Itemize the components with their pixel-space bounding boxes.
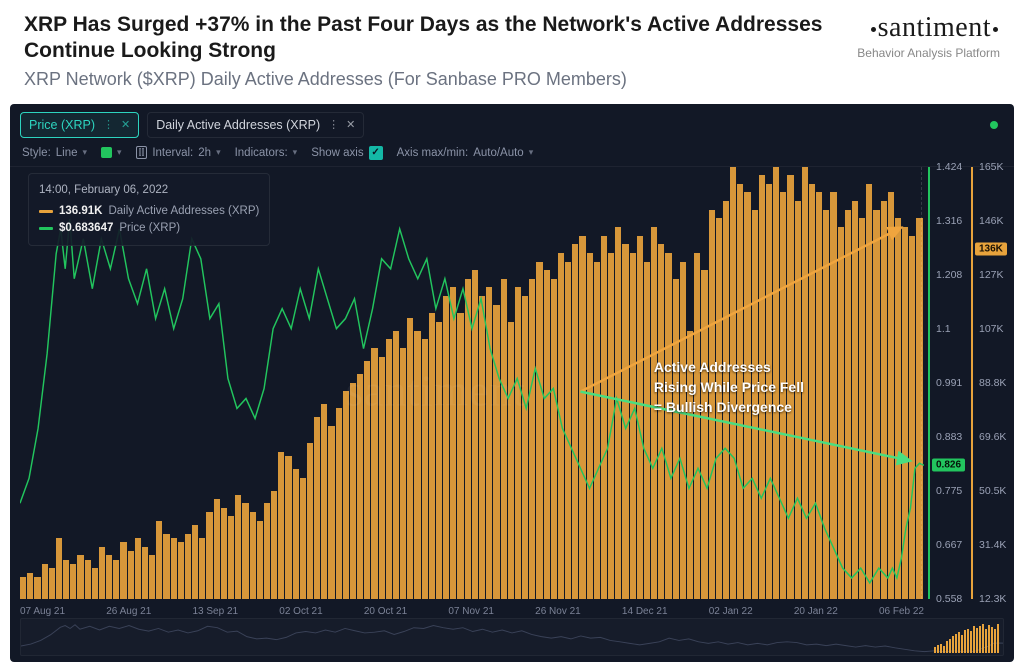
tooltip-price-label: Price (XRP) [119, 220, 180, 237]
y-axis-right: 1.4241.3161.2081.10.9910.8830.7750.6670.… [928, 167, 1014, 599]
daa-axis: 165K146K127K107K88.8K69.6K50.5K31.4K12.3… [971, 167, 1014, 599]
chart-annotation: Active Addresses Rising While Price Fell… [654, 357, 804, 418]
indicators-dropdown[interactable]: Indicators: ▾ [235, 147, 298, 159]
x-tick: 14 Dec 21 [622, 606, 668, 617]
chevron-down-icon: ▾ [117, 147, 122, 158]
chart-toolbar: Style: Line ▾ ▾ ⫿⫿ Interval: 2h ▾ Indica… [10, 142, 1014, 167]
x-tick: 07 Aug 21 [20, 606, 65, 617]
tooltip-date: 14:00, February 06, 2022 [39, 182, 259, 199]
x-tick: 26 Nov 21 [535, 606, 581, 617]
x-tick: 02 Oct 21 [279, 606, 322, 617]
checkbox-checked-icon: ✓ [369, 146, 383, 160]
close-icon[interactable]: ✕ [121, 118, 130, 131]
cursor-line [921, 167, 922, 599]
axis-minmax-dropdown[interactable]: Axis max/min: Auto/Auto ▾ [397, 147, 534, 159]
brand-tagline: Behavior Analysis Platform [857, 46, 1000, 60]
x-axis: 07 Aug 21 26 Aug 21 13 Sep 21 02 Oct 21 20 O… [20, 606, 924, 617]
interval-dropdown[interactable]: ⫿⫿ Interval: 2h ▾ [136, 146, 221, 159]
chart-tooltip: 14:00, February 06, 2022 136.91K Daily A… [28, 173, 270, 247]
chart-body: santiment 14:00, February 06, 2022 136.9… [10, 167, 1014, 619]
x-tick: 13 Sep 21 [192, 606, 238, 617]
color-swatch [101, 147, 112, 158]
mini-overview[interactable] [20, 618, 1004, 656]
series-tab-row: Price (XRP) ⋮ ✕ Daily Active Addresses (… [10, 104, 1014, 142]
tooltip-daa-value: 136.91K [59, 203, 102, 220]
chevron-down-icon: ▾ [216, 147, 221, 158]
chart-plot[interactable]: santiment 14:00, February 06, 2022 136.9… [20, 167, 924, 599]
series-tab-daa[interactable]: Daily Active Addresses (XRP) ⋮ ✕ [147, 112, 364, 138]
x-tick: 06 Feb 22 [879, 606, 924, 617]
mini-bars [934, 623, 999, 653]
x-tick: 20 Jan 22 [794, 606, 838, 617]
brand-logo: santiment [857, 12, 1000, 44]
kebab-icon[interactable]: ⋮ [103, 118, 113, 131]
page-subtitle: XRP Network ($XRP) Daily Active Addresse… [24, 69, 837, 90]
chart-app: Price (XRP) ⋮ ✕ Daily Active Addresses (… [10, 104, 1014, 662]
close-icon[interactable]: ✕ [346, 118, 355, 131]
chevron-down-icon: ▾ [529, 147, 534, 158]
header: XRP Has Surged +37% in the Past Four Day… [0, 0, 1024, 98]
kebab-icon[interactable]: ⋮ [328, 118, 338, 131]
x-tick: 02 Jan 22 [709, 606, 753, 617]
chevron-down-icon: ▾ [83, 147, 88, 158]
x-tick: 07 Nov 21 [448, 606, 494, 617]
tab-label: Daily Active Addresses (XRP) [156, 118, 320, 132]
series-tab-price[interactable]: Price (XRP) ⋮ ✕ [20, 112, 139, 138]
interval-icon: ⫿⫿ [136, 146, 148, 159]
style-dropdown[interactable]: Style: Line ▾ [22, 147, 87, 159]
status-indicator [990, 121, 998, 129]
tab-label: Price (XRP) [29, 118, 95, 132]
swatch-daa [39, 210, 53, 213]
show-axis-toggle[interactable]: Show axis ✓ [311, 146, 382, 160]
swatch-price [39, 227, 53, 230]
chevron-down-icon: ▾ [293, 147, 298, 158]
tooltip-daa-label: Daily Active Addresses (XRP) [108, 203, 259, 220]
price-axis: 1.4241.3161.2081.10.9910.8830.7750.6670.… [928, 167, 971, 599]
mini-line [21, 619, 1003, 655]
color-picker[interactable]: ▾ [101, 147, 122, 158]
x-tick: 20 Oct 21 [364, 606, 407, 617]
tooltip-price-value: $0.683647 [59, 220, 113, 237]
page-title: XRP Has Surged +37% in the Past Four Day… [24, 12, 837, 65]
x-tick: 26 Aug 21 [106, 606, 151, 617]
